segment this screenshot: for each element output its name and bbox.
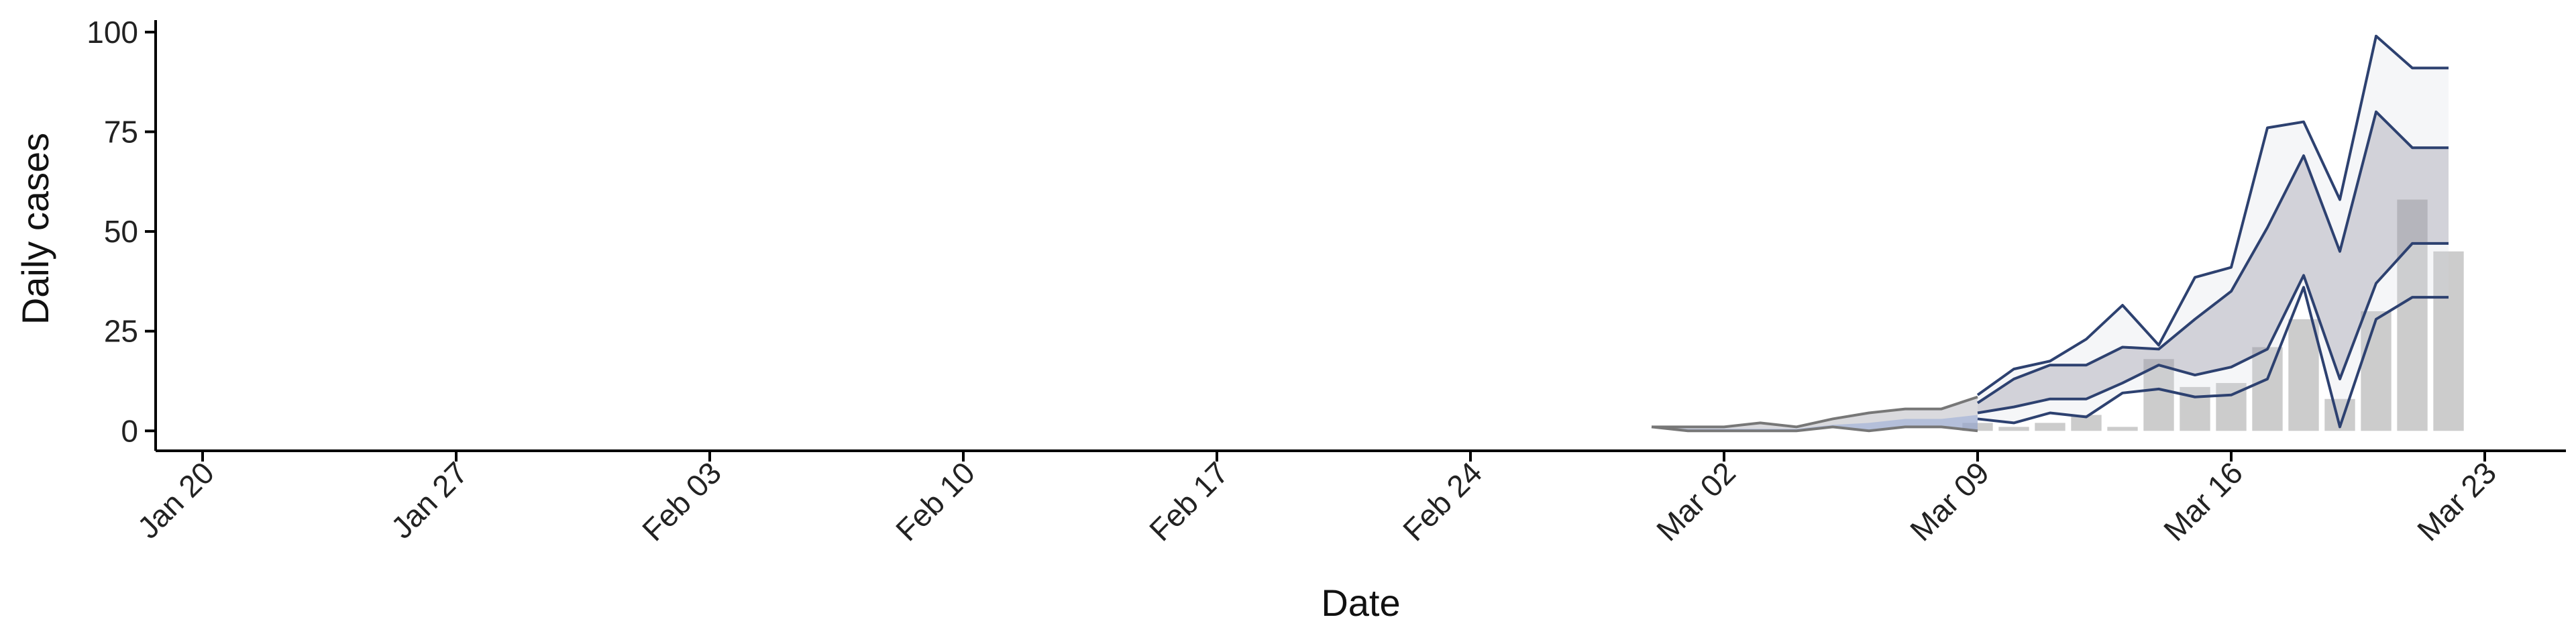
x-axis-title: Date [1321, 582, 1400, 624]
outer-lower-line [1977, 286, 2449, 429]
inner-lower-line [1977, 241, 2449, 415]
bar [2288, 319, 2319, 431]
bar [2107, 427, 2138, 431]
y-tick-label: 100 [87, 15, 138, 50]
bar [1998, 427, 2029, 431]
x-tick-label: Feb 17 [1142, 455, 1235, 547]
outer-band-area [1978, 36, 2449, 427]
outer-upper-line [1976, 34, 2449, 396]
y-tick-label: 25 [104, 314, 138, 349]
bar [2397, 199, 2428, 431]
inner-upper-line [1976, 110, 2449, 405]
x-tick-label: Jan 27 [384, 455, 474, 545]
x-tick-label: Mar 16 [2157, 455, 2249, 547]
x-tick-label: Feb 24 [1396, 455, 1489, 547]
x-tick-label: Jan 20 [131, 455, 221, 545]
bar [2252, 347, 2283, 431]
band-layer [1652, 36, 2449, 431]
x-tick-label: Mar 02 [1650, 455, 1742, 547]
bar [2433, 251, 2464, 431]
bar [2361, 311, 2392, 431]
early-lower-line [1651, 425, 1978, 433]
bar [2035, 423, 2065, 431]
y-axis-title: Daily cases [14, 133, 56, 325]
bar [2071, 415, 2102, 431]
axes-layer [154, 20, 2566, 452]
inner-band-area [1978, 111, 2449, 413]
y-tick-label: 0 [121, 413, 138, 448]
x-tick-label: Feb 03 [635, 455, 728, 547]
ticks-layer: 0 25 50 75 100 Jan 20 Jan 27 Feb 03 Feb 10 Feb 17… [87, 15, 2503, 548]
x-tick-label: Mar 23 [2410, 455, 2503, 547]
line-layer [1651, 34, 2449, 433]
early-upper-line [1652, 395, 1978, 429]
y-tick-label: 75 [104, 114, 138, 149]
x-tick-label: Feb 10 [889, 455, 981, 547]
y-tick-label: 50 [104, 214, 138, 249]
x-tick-label: Mar 09 [1903, 455, 1996, 547]
